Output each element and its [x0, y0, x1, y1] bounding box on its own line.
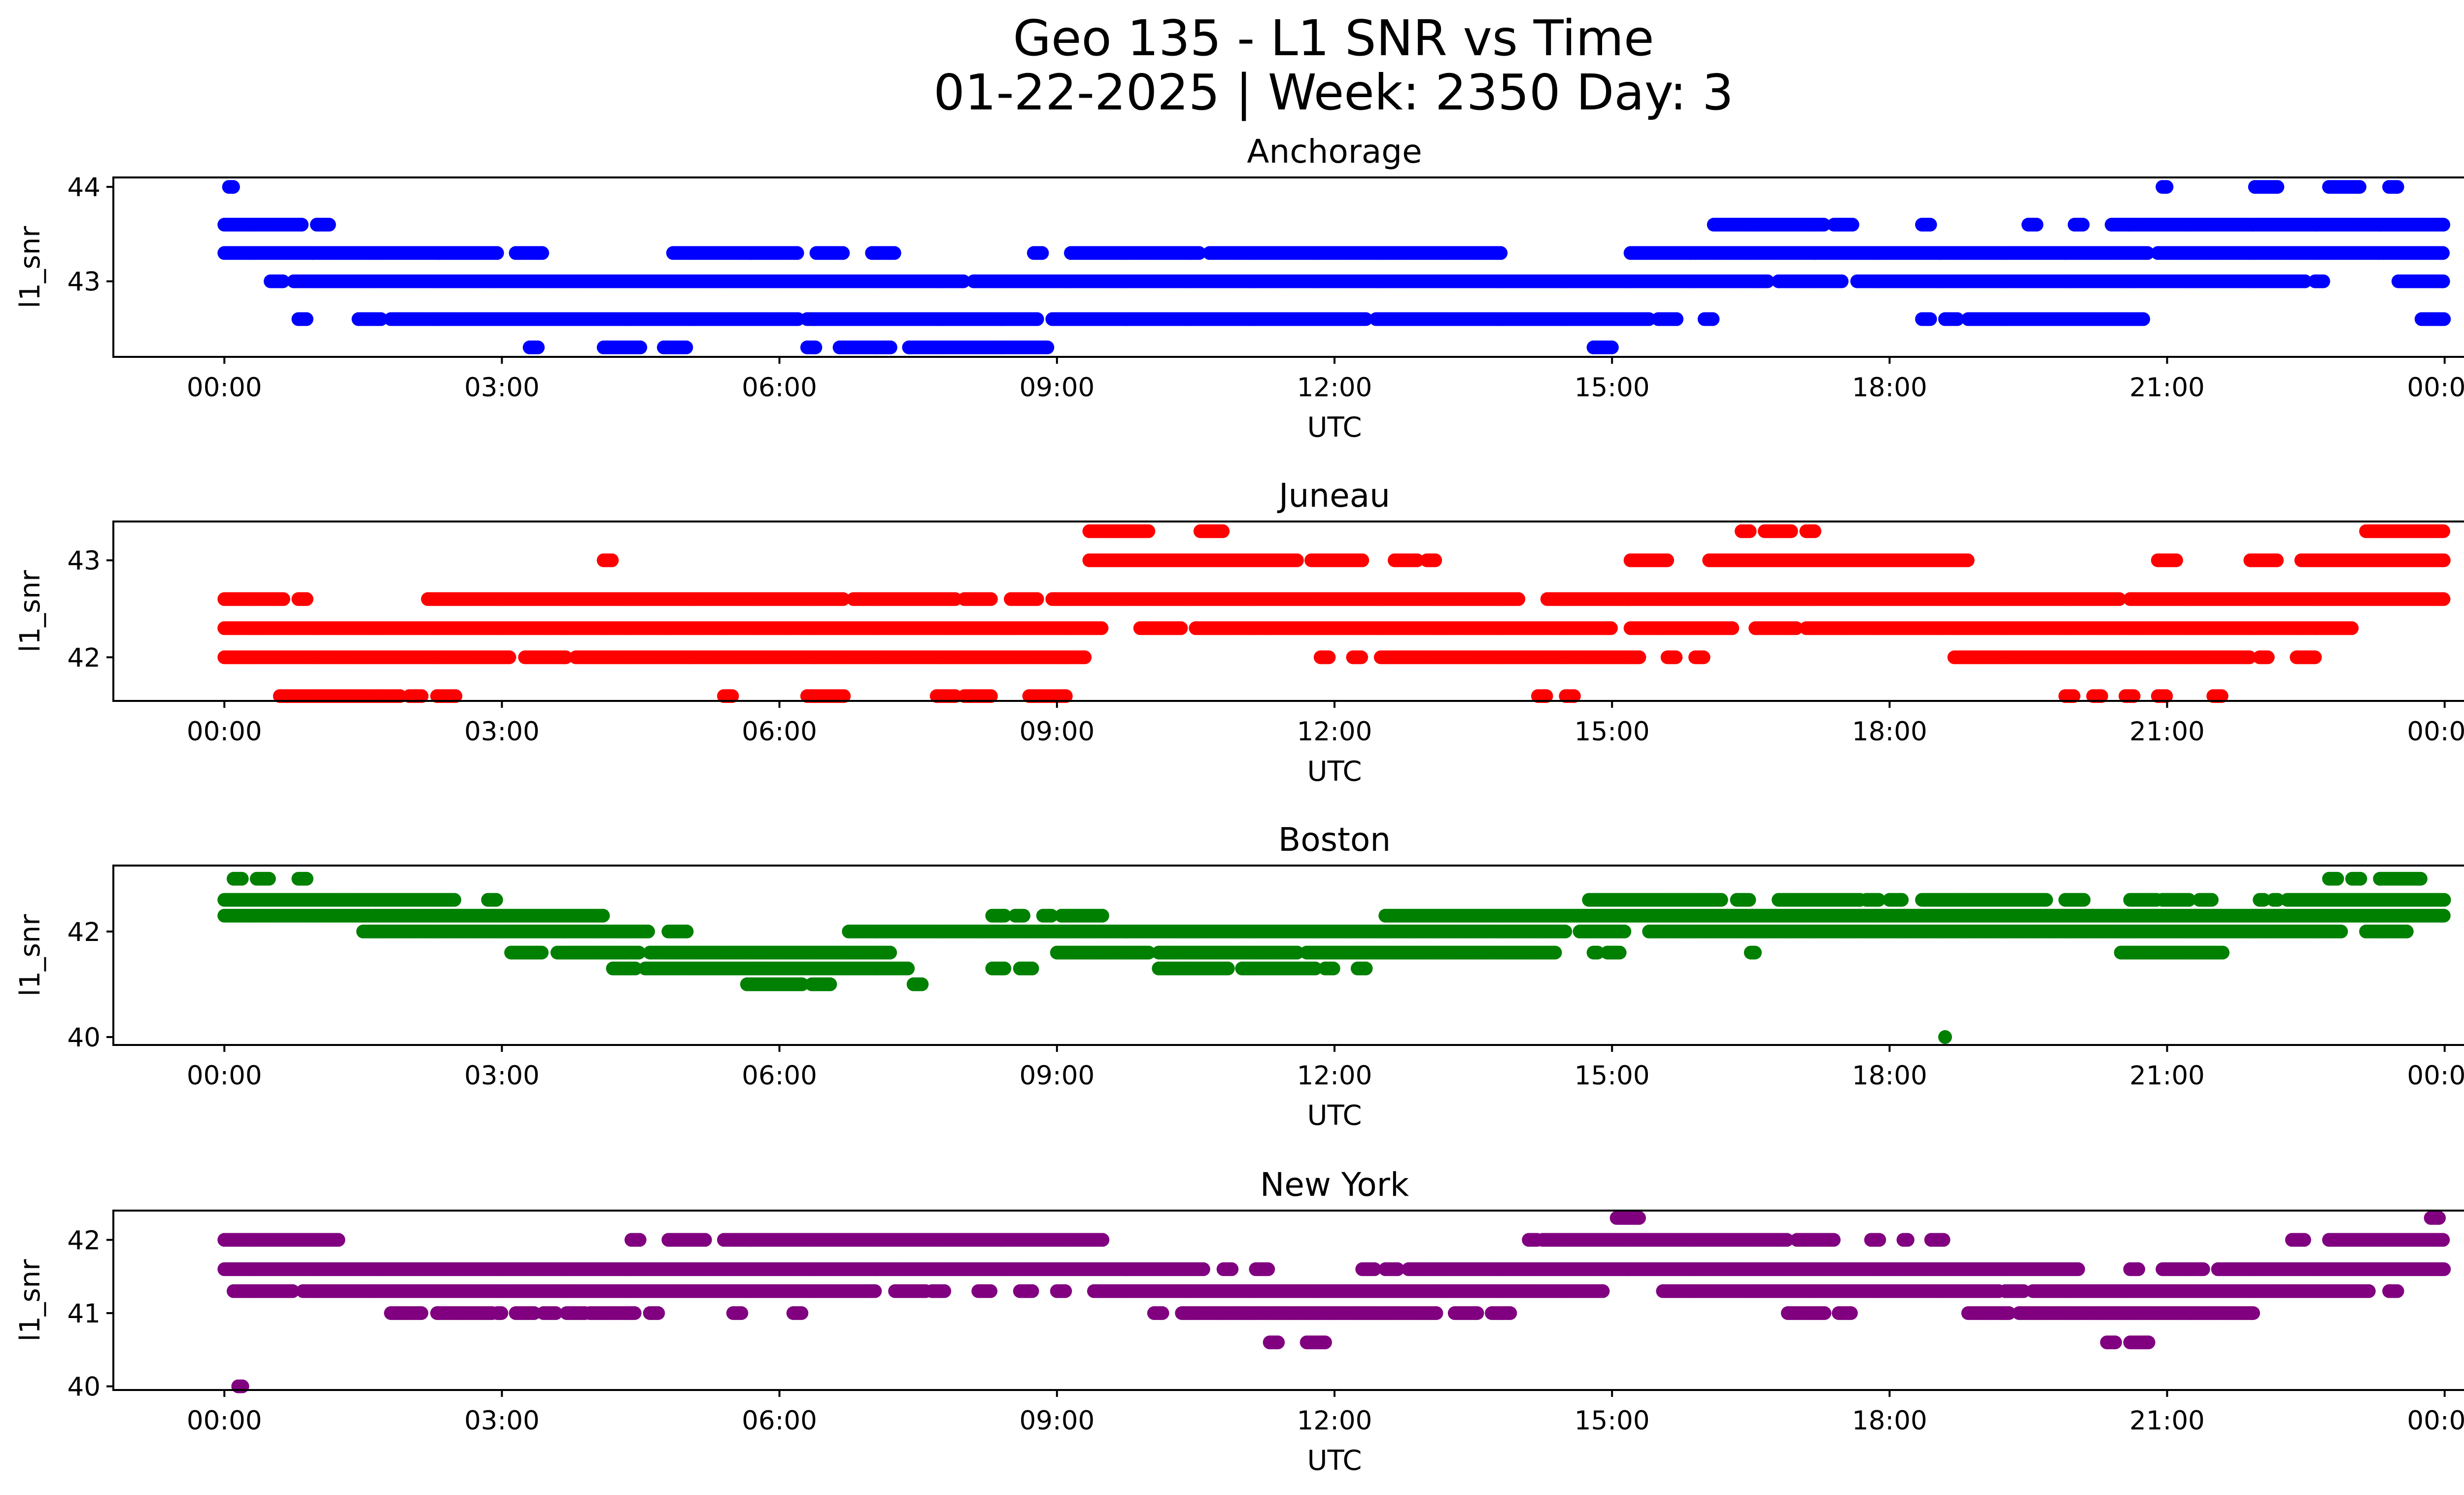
x-tick-label: 09:00 [1019, 373, 1095, 403]
data-point [276, 592, 290, 606]
data-point [1030, 312, 1044, 326]
data-point [633, 340, 648, 354]
data-point [1511, 592, 1526, 606]
data-point [1743, 524, 1757, 538]
x-tick-label: 00:00 [2407, 373, 2464, 403]
x-tick-label: 15:00 [1574, 373, 1650, 403]
data-point [2436, 217, 2451, 232]
data-point [295, 217, 309, 232]
data-point [2270, 180, 2285, 194]
data-point [1035, 246, 1049, 260]
data-point [1923, 217, 1937, 232]
data-point [1835, 274, 1849, 288]
subplot-title: Juneau [1277, 477, 1390, 515]
data-point [2316, 274, 2330, 288]
data-point [2140, 246, 2155, 260]
y-axis-label: l1_snr [14, 226, 46, 309]
data-point [2270, 553, 2284, 567]
data-point [1428, 553, 1442, 567]
data-point [2159, 180, 2174, 194]
data-point [531, 340, 545, 354]
data-point [1670, 312, 1684, 326]
data-point [1141, 524, 1156, 538]
data-point [2169, 553, 2183, 567]
data-point [1923, 312, 1937, 326]
data-point [490, 246, 504, 260]
data-point [2436, 274, 2450, 288]
data-point [2136, 312, 2151, 326]
data-points [217, 180, 2451, 354]
x-tick-label: 21:00 [2129, 373, 2205, 403]
data-point [887, 246, 901, 260]
figure-title-line2: 01-22-2025 | Week: 2350 Day: 3 [933, 64, 1733, 121]
data-point [984, 592, 998, 606]
data-point [2436, 524, 2451, 538]
data-point [2436, 553, 2451, 567]
x-tick-label: 06:00 [742, 373, 817, 403]
data-point [2076, 217, 2090, 232]
data-point [300, 592, 313, 606]
data-point [2436, 592, 2451, 606]
subplots: Anchorage 00:00 03:00 06:00 09:00 12:00 15:00 1… [14, 133, 2464, 1477]
data-point [2353, 180, 2366, 194]
data-point [883, 340, 897, 354]
x-axis-label: UTC [1307, 412, 1362, 444]
x-tick-label: 18:00 [1852, 373, 1927, 403]
data-point [790, 246, 804, 260]
data-point [679, 340, 693, 354]
data-point [1784, 524, 1798, 538]
data-point [275, 274, 290, 288]
data-point [226, 180, 240, 194]
data-point [535, 246, 549, 260]
data-point [2437, 312, 2451, 326]
subplot-title: Anchorage [1247, 133, 1422, 171]
data-point [1355, 553, 1369, 567]
data-point [1960, 553, 1975, 567]
data-point [1845, 217, 1859, 232]
subplot-anchorage: Anchorage 00:00 03:00 06:00 09:00 12:00 15:00 1… [14, 133, 2464, 444]
data-point [1192, 246, 1206, 260]
data-point [808, 340, 822, 354]
data-point [1605, 340, 1619, 354]
x-tick-label: 12:00 [1297, 373, 1372, 403]
data-point [1030, 592, 1044, 606]
data-point [322, 217, 336, 232]
data-point [1494, 246, 1508, 260]
y-tick-label: 43 [68, 267, 101, 297]
data-point [300, 312, 313, 326]
data-point [1040, 340, 1055, 354]
data-point [2436, 246, 2450, 260]
data-point [1706, 312, 1720, 326]
data-point [1216, 524, 1230, 538]
y-tick-label: 44 [68, 173, 101, 203]
data-point [605, 553, 619, 567]
x-tick-label: 00:00 [187, 373, 262, 403]
data-point [1290, 553, 1304, 567]
x-tick-label: 03:00 [464, 373, 540, 403]
figure-title-line1: Geo 135 - L1 SNR vs Time [1013, 9, 1654, 67]
data-point [836, 246, 850, 260]
data-point [1660, 553, 1675, 567]
data-point [1816, 217, 1831, 232]
data-point [2390, 180, 2404, 194]
data-point [2029, 217, 2044, 232]
data-point [1807, 524, 1821, 538]
